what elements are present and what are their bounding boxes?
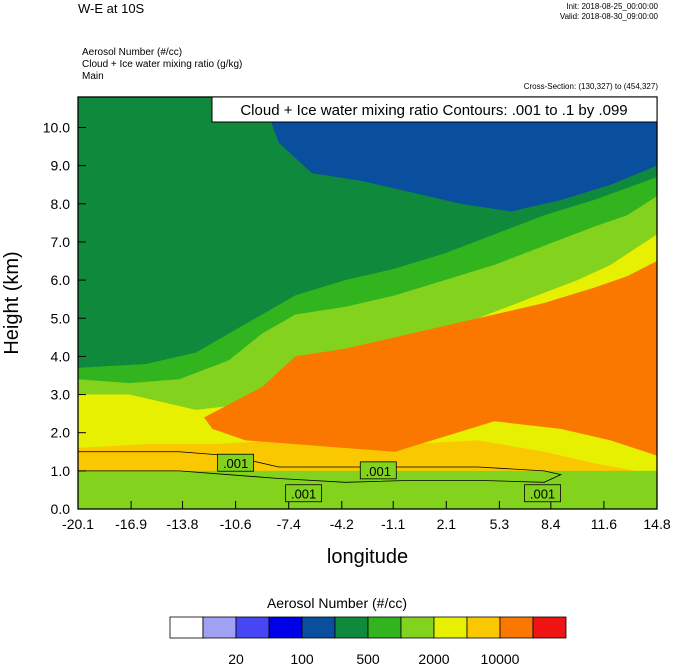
x-tick-label: 5.3: [490, 516, 510, 532]
y-tick-label: 3.0: [51, 387, 71, 403]
x-tick-label: -7.4: [277, 516, 301, 532]
x-axis-label: longitude: [327, 546, 408, 568]
contour-label-box: [524, 484, 561, 503]
colorbar-swatch: [466, 616, 501, 639]
colorbar-swatch: [235, 616, 270, 639]
y-tick-label: 6.0: [51, 272, 71, 288]
x-tick-label: -10.6: [220, 516, 252, 532]
y-axis-label: Height (km): [1, 251, 23, 354]
y-tick-label: 0.0: [51, 501, 71, 517]
plot-title: W-E at 10S: [78, 1, 145, 16]
cross-section-label: Cross-Section: (130,327) to (454,327): [523, 82, 658, 91]
y-tick-label: 8.0: [51, 196, 71, 212]
x-tick-label: 8.4: [541, 516, 561, 532]
init-time: Init: 2018-08-25_00:00:00: [566, 2, 658, 11]
colorbar-swatch: [433, 616, 468, 639]
colorbar-tick-label: 2000: [418, 651, 449, 667]
variable-line-cloud: Cloud + Ice water mixing ratio (g/kg): [82, 59, 243, 70]
variable-line-aerosol: Aerosol Number (#/cc): [82, 47, 183, 58]
colorbar-swatch: [202, 616, 237, 639]
x-tick-label: -4.2: [330, 516, 354, 532]
field-band-orange: [204, 261, 657, 456]
valid-time: Valid: 2018-08-30_09:00:00: [559, 12, 658, 21]
contour-label: .001: [223, 456, 248, 471]
colorbar-tick-label: 20: [228, 651, 244, 667]
colorbar-swatch: [334, 616, 369, 639]
y-tick-label: 2.0: [51, 425, 71, 441]
colorbar-tick-label: 10000: [481, 651, 520, 667]
colorbar-tick-label: 500: [356, 651, 380, 667]
colorbar-swatch: [367, 616, 402, 639]
contour-label: .001: [291, 487, 316, 502]
colorbar-swatch: [532, 616, 567, 639]
y-tick-label: 5.0: [51, 310, 71, 326]
contour-label: .001: [530, 487, 555, 502]
y-tick-label: 7.0: [51, 234, 71, 250]
colorbar-swatch: [499, 616, 534, 639]
y-tick-label: 4.0: [51, 348, 71, 364]
contour-legend-box: [211, 96, 658, 123]
colorbar-swatch: [400, 616, 435, 639]
contour-label-box: [217, 453, 255, 472]
variable-line-main: Main: [82, 71, 104, 82]
colorbar-swatch: [301, 616, 336, 639]
x-tick-label: -16.9: [115, 516, 147, 532]
contour-label-box: [359, 461, 397, 480]
x-tick-label: 11.6: [591, 516, 617, 532]
x-tick-label: 2.1: [437, 516, 457, 532]
contour-label: .001: [366, 464, 391, 479]
x-tick-label: -20.1: [62, 516, 94, 532]
colorbar-swatch: [268, 616, 303, 639]
contour-label-box: [285, 484, 323, 503]
contour-legend-text: Cloud + Ice water mixing ratio Contours:…: [240, 102, 627, 119]
y-tick-label: 1.0: [51, 463, 71, 479]
colorbar-title: Aerosol Number (#/cc): [266, 595, 408, 611]
x-tick-label: -13.8: [167, 516, 199, 532]
y-tick-label: 10.0: [43, 120, 70, 136]
field-band-blue: [78, 97, 657, 212]
colorbar-tick-label: 100: [290, 651, 314, 667]
colorbar-swatch: [169, 616, 204, 639]
x-tick-label: 14.8: [643, 516, 670, 532]
y-tick-label: 9.0: [51, 158, 71, 174]
x-tick-label: -1.1: [381, 516, 405, 532]
